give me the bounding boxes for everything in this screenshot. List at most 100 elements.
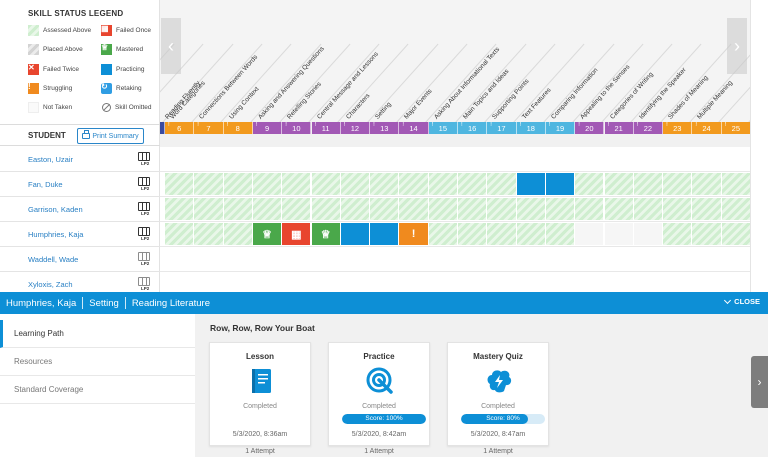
student-name-link[interactable]: Waddell, Wade [28, 255, 79, 264]
skill-number-cell[interactable]: ! 10 [282, 122, 312, 134]
skill-number-cell[interactable]: ! 21 [604, 122, 634, 134]
mastered-cell[interactable]: ♕ [252, 223, 283, 245]
assessed-above-cell[interactable] [399, 173, 429, 195]
assessed-above-cell[interactable] [692, 173, 722, 195]
assessed-above-cell[interactable] [311, 173, 341, 195]
assessed-above-cell[interactable] [370, 198, 400, 220]
learning-path-map-icon[interactable]: LP2 [138, 202, 152, 218]
skill-number-cell[interactable]: ! 25 [721, 122, 750, 134]
practice-card[interactable]: Practice Completed Score: 100% 5/3/2020,… [328, 342, 430, 446]
skill-number-cell[interactable]: ! 15 [428, 122, 458, 134]
assessed-above-cell[interactable] [194, 198, 224, 220]
assessed-above-cell[interactable] [340, 198, 371, 220]
assessed-above-cell[interactable] [721, 198, 750, 220]
assessed-above-cell[interactable] [545, 223, 576, 245]
assessed-above-cell[interactable] [252, 173, 283, 195]
assessed-above-cell[interactable] [458, 173, 488, 195]
assessed-above-cell[interactable] [223, 173, 253, 195]
assessed-above-cell[interactable] [282, 198, 312, 220]
student-name-link[interactable]: Fan, Duke [28, 180, 63, 189]
assessed-above-cell[interactable] [165, 198, 195, 220]
skill-number-cell[interactable]: ! 11 [311, 122, 341, 134]
practicing-cell[interactable] [516, 173, 546, 195]
assessed-above-cell[interactable] [663, 223, 693, 245]
skill-number-cell[interactable]: ! 8 [223, 122, 253, 134]
assessed-above-cell[interactable] [604, 173, 634, 195]
assessed-above-cell[interactable] [516, 223, 546, 245]
assessed-above-cell[interactable] [223, 198, 253, 220]
skill-number-cell[interactable]: ! 19 [545, 122, 576, 134]
assessed-above-cell[interactable] [223, 223, 253, 245]
assessed-above-cell[interactable] [311, 198, 341, 220]
student-name-link[interactable]: Garrison, Kaden [28, 205, 83, 214]
assessed-above-cell[interactable] [428, 198, 458, 220]
skill-column-label[interactable]: Characters [344, 92, 372, 121]
assessed-above-cell[interactable] [721, 173, 750, 195]
assessed-above-cell[interactable] [194, 173, 224, 195]
skill-number-cell[interactable] [160, 122, 165, 134]
skill-column-label[interactable]: Comparing Information [549, 66, 600, 121]
print-summary-button[interactable]: Print Summary [77, 128, 144, 144]
breadcrumb-skill[interactable]: Setting [89, 297, 119, 309]
assessed-above-cell[interactable] [487, 198, 517, 220]
assessed-above-cell[interactable] [165, 173, 195, 195]
practicing-cell[interactable] [340, 223, 371, 245]
not-taken-cell[interactable] [633, 223, 664, 245]
mastered-cell[interactable]: ♕ [311, 223, 341, 245]
skill-number-cell[interactable]: ! 22 [633, 122, 664, 134]
assessed-above-cell[interactable] [370, 173, 400, 195]
learning-path-map-icon[interactable]: LP2 [138, 227, 152, 243]
skill-column-label[interactable]: Setting [374, 100, 393, 121]
assessed-above-cell[interactable] [399, 198, 429, 220]
assessed-above-cell[interactable] [428, 223, 458, 245]
assessed-above-cell[interactable] [487, 173, 517, 195]
assessed-above-cell[interactable] [516, 198, 546, 220]
assessed-above-cell[interactable] [545, 198, 576, 220]
learning-path-map-icon[interactable]: LP2 [138, 277, 152, 293]
nav-standard-coverage[interactable]: Standard Coverage [0, 376, 195, 404]
assessed-above-cell[interactable] [458, 223, 488, 245]
assessed-above-cell[interactable] [633, 173, 664, 195]
assessed-above-cell[interactable] [458, 198, 488, 220]
struggling-cell[interactable]: ! [399, 223, 429, 245]
breadcrumb-student[interactable]: Humphries, Kaja [6, 297, 77, 309]
skill-number-cell[interactable]: ! 13 [370, 122, 400, 134]
assessed-above-cell[interactable] [663, 173, 693, 195]
practicing-cell[interactable] [545, 173, 576, 195]
assessed-above-cell[interactable] [575, 198, 605, 220]
skill-number-cell[interactable]: ! 9 [252, 122, 283, 134]
skill-number-cell[interactable]: ! 7 [194, 122, 224, 134]
skill-number-cell[interactable]: ! 18 [516, 122, 546, 134]
assessed-above-cell[interactable] [604, 198, 634, 220]
lesson-card[interactable]: Lesson Completed 5/3/2020, 8:36am [209, 342, 311, 446]
skill-number-cell[interactable]: ! 23 [663, 122, 693, 134]
assessed-above-cell[interactable] [165, 223, 195, 245]
not-taken-cell[interactable] [604, 223, 634, 245]
assessed-above-cell[interactable] [428, 173, 458, 195]
skill-number-cell[interactable]: ! 17 [487, 122, 517, 134]
assessed-above-cell[interactable] [252, 198, 283, 220]
failed-once-cell[interactable]: ▦ [282, 223, 312, 245]
skill-number-cell[interactable]: ! 20 [575, 122, 605, 134]
skill-number-cell[interactable]: ! 12 [340, 122, 371, 134]
assessed-above-cell[interactable] [692, 198, 722, 220]
student-name-link[interactable]: Humphries, Kaja [28, 230, 84, 239]
practicing-cell[interactable] [370, 223, 400, 245]
skill-number-cell[interactable]: ! 14 [399, 122, 429, 134]
assessed-above-cell[interactable] [633, 198, 664, 220]
assessed-above-cell[interactable] [340, 173, 371, 195]
vertical-scrollbar[interactable] [750, 0, 768, 292]
assessed-above-cell[interactable] [721, 223, 750, 245]
skill-number-cell[interactable]: ! 24 [692, 122, 722, 134]
nav-learning-path[interactable]: Learning Path [0, 320, 195, 348]
assessed-above-cell[interactable] [194, 223, 224, 245]
assessed-above-cell[interactable] [575, 173, 605, 195]
close-button[interactable]: CLOSE [724, 296, 760, 306]
assessed-above-cell[interactable] [692, 223, 722, 245]
assessed-above-cell[interactable] [487, 223, 517, 245]
expand-drawer-arrow[interactable]: › [751, 356, 768, 408]
breadcrumb-domain[interactable]: Reading Literature [131, 297, 210, 309]
assessed-above-cell[interactable] [282, 173, 312, 195]
not-taken-cell[interactable] [575, 223, 605, 245]
nav-resources[interactable]: Resources [0, 348, 195, 376]
